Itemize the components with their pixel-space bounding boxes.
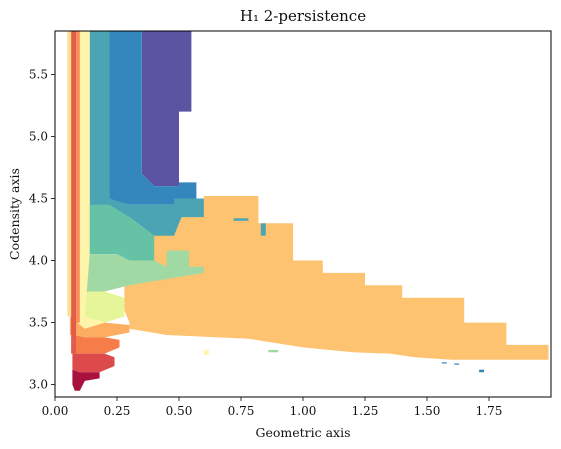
dark-red-region: [72, 369, 100, 391]
tiny-yellow-dash: [203, 349, 209, 355]
x-axis-label: Geometric axis: [255, 425, 350, 440]
y-tick-label: 4.5: [29, 191, 48, 205]
light-green-region: [84, 254, 204, 292]
y-axis-ticks: 3.0 3.5 4.0 4.5 5.0 5.5: [29, 67, 55, 392]
dark-blue-purple-region: [141, 31, 192, 187]
orange-region: [72, 335, 120, 354]
red-region: [72, 353, 115, 373]
x-tick-label: 0.50: [166, 404, 193, 418]
tiny-green-dash: [268, 349, 279, 353]
y-axis-label: Codensity axis: [7, 168, 22, 260]
light-orange-region: [69, 316, 130, 338]
y-tick-label: 5.5: [29, 67, 48, 81]
x-tick-label: 1.50: [414, 404, 441, 418]
tiny-blue-dash-3: [479, 369, 484, 373]
heatmap-regions: [67, 31, 549, 391]
x-tick-label: 0.25: [104, 404, 131, 418]
blue-region: [104, 31, 179, 205]
tiny-teal-bar: [260, 223, 266, 236]
x-tick-label: 1.75: [476, 404, 503, 418]
tiny-blue-dash-2: [454, 363, 460, 365]
x-tick-label: 1.00: [290, 404, 317, 418]
green-teal-region: [84, 204, 155, 261]
thin-teal-bar: [233, 218, 249, 221]
y-tick-label: 3.5: [29, 316, 48, 330]
pale-yellow-region: [77, 31, 105, 329]
x-tick-label: 0.00: [42, 404, 69, 418]
y-tick-label: 4.0: [29, 254, 48, 268]
x-axis-ticks: 0.00 0.25 0.50 0.75 1.00 1.25 1.50 1.75: [42, 397, 503, 418]
x-tick-label: 1.25: [352, 404, 379, 418]
small-green-patch: [166, 250, 189, 273]
large-orange-region: [124, 196, 549, 360]
x-tick-label: 0.75: [228, 404, 255, 418]
left-orange-strip: [76, 31, 80, 323]
tiny-blue-dash-1: [441, 362, 447, 364]
small-teal-patch: [174, 198, 204, 218]
yellow-green-region: [84, 291, 125, 323]
left-yellow-strip: [67, 31, 72, 317]
left-red-strip: [71, 31, 77, 354]
y-tick-label: 3.0: [29, 378, 48, 392]
chart-title: H₁ 2-persistence: [240, 7, 366, 25]
small-blue-patch: [179, 182, 197, 199]
y-tick-label: 5.0: [29, 129, 48, 143]
